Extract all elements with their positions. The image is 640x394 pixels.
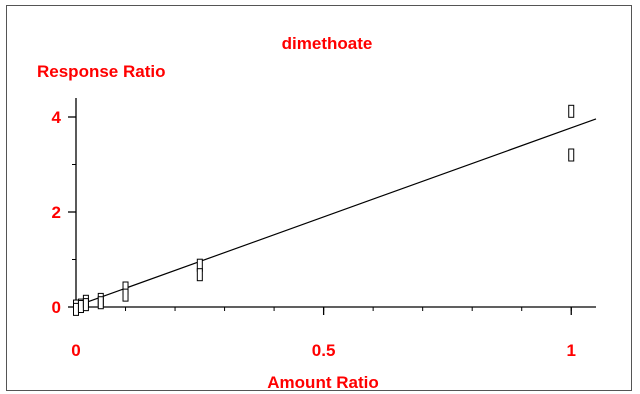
data-point	[77, 300, 84, 314]
data-point	[196, 268, 203, 282]
data-point	[568, 148, 575, 162]
tick-labels: 0 0.5 1 0 2 4	[52, 108, 576, 360]
x-tick-label: 1	[567, 341, 576, 360]
data-point	[122, 288, 129, 302]
data-point	[568, 104, 575, 118]
x-axis-label: Amount Ratio	[267, 373, 378, 390]
data-point	[97, 296, 104, 310]
x-tick-label: 0	[71, 341, 80, 360]
y-tick-label: 0	[52, 298, 61, 317]
data-point	[82, 298, 89, 312]
data-points	[73, 104, 575, 316]
y-axis-label: Response Ratio	[37, 62, 165, 81]
chart-title: dimethoate	[282, 34, 373, 53]
axis-ticks	[68, 116, 572, 315]
fit-line	[75, 118, 597, 307]
y-tick-label: 2	[52, 203, 61, 222]
calibration-chart: dimethoate Response Ratio Amount Ratio 0…	[37, 34, 597, 390]
chart-frame: dimethoate Response Ratio Amount Ratio 0…	[6, 5, 632, 391]
x-tick-label: 0.5	[312, 341, 336, 360]
y-tick-label: 4	[52, 108, 62, 127]
data-point	[73, 302, 79, 316]
